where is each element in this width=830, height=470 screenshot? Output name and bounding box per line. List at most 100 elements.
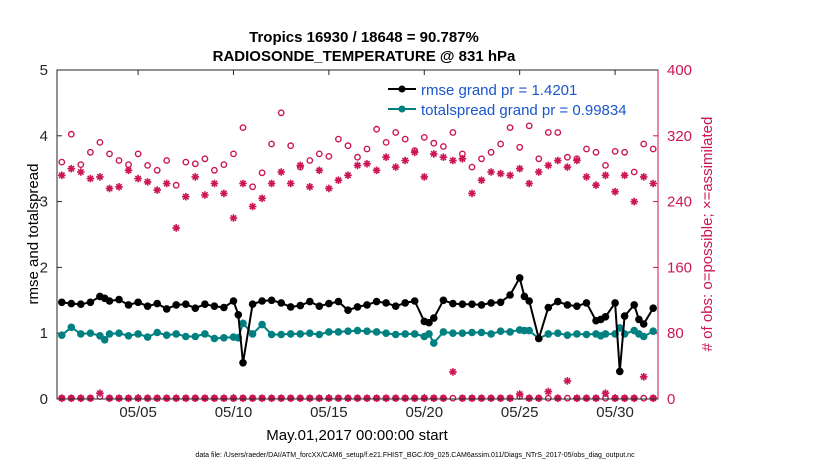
obs-assimilated-low-point bbox=[162, 394, 171, 402]
rmse-point bbox=[554, 297, 562, 306]
rmse-point bbox=[67, 299, 76, 308]
rmse-point bbox=[77, 300, 85, 309]
obs-assimilated-low-point bbox=[353, 394, 362, 402]
obs-assimilated-low-point bbox=[96, 389, 104, 397]
obs-assimilated-point bbox=[77, 168, 85, 176]
rmse-point bbox=[143, 302, 152, 311]
rmse-point bbox=[601, 313, 610, 321]
obs-assimilated-low-point bbox=[573, 394, 581, 402]
rmse-point bbox=[525, 297, 533, 305]
rmse-point bbox=[458, 300, 467, 309]
totalspread-point bbox=[143, 333, 152, 341]
obs-possible-low-point bbox=[544, 394, 552, 402]
obs-assimilated-point bbox=[96, 173, 104, 181]
obs-possible-point bbox=[134, 150, 142, 158]
rmse-point bbox=[620, 312, 629, 320]
totalspread-point bbox=[191, 332, 200, 341]
rmse-point bbox=[535, 334, 543, 343]
obs-possible-point bbox=[182, 158, 190, 166]
obs-possible-point bbox=[306, 157, 314, 164]
rmse-point bbox=[86, 298, 95, 307]
rmse-point bbox=[515, 274, 524, 282]
totalspread-point bbox=[458, 329, 467, 338]
obs-assimilated-low-point bbox=[630, 394, 638, 402]
obs-possible-point bbox=[163, 157, 171, 164]
obs-assimilated-low-point bbox=[620, 394, 629, 402]
obs-possible-point bbox=[630, 168, 638, 176]
series-layer bbox=[58, 109, 657, 402]
totalspread-point bbox=[410, 330, 419, 338]
obs-assimilated-low-point bbox=[124, 394, 133, 402]
obs-assimilated-low-point bbox=[115, 394, 123, 402]
obs-assimilated-point bbox=[449, 156, 457, 165]
obs-assimilated-low-point bbox=[67, 394, 76, 402]
obs-possible-point bbox=[363, 145, 371, 153]
rmse-point bbox=[229, 297, 238, 305]
obs-possible-point bbox=[401, 135, 409, 143]
rmse-point bbox=[220, 303, 228, 312]
obs-possible-point bbox=[277, 109, 285, 117]
obs-assimilated-point bbox=[496, 169, 505, 178]
obs-assimilated-point bbox=[544, 161, 553, 170]
obs-possible-point bbox=[287, 142, 295, 150]
obs-assimilated-point bbox=[525, 179, 533, 188]
legend: rmse grand pr = 1.4201 totalspread grand… bbox=[388, 82, 627, 119]
y-left-tick-label: 2 bbox=[40, 259, 48, 276]
rmse-point bbox=[172, 301, 180, 309]
obs-assimilated-point bbox=[468, 189, 476, 198]
totalspread-point bbox=[172, 330, 180, 338]
rmse-point bbox=[191, 304, 200, 313]
rmse-point bbox=[382, 299, 390, 307]
obs-assimilated-point bbox=[487, 168, 495, 176]
obs-assimilated-point bbox=[191, 173, 200, 181]
obs-assimilated-point bbox=[611, 187, 619, 196]
obs-assimilated-low-point bbox=[611, 394, 619, 402]
totalspread-point bbox=[639, 332, 648, 341]
x-tick-label: 05/10 bbox=[215, 404, 253, 421]
y-left-tick-label: 5 bbox=[40, 62, 48, 79]
obs-assimilated-point bbox=[563, 163, 572, 171]
totalspread-point bbox=[573, 330, 581, 338]
totalspread-point bbox=[439, 328, 448, 336]
x-tick-label: 05/20 bbox=[406, 404, 444, 421]
obs-assimilated-point bbox=[420, 173, 429, 181]
rmse-point bbox=[134, 298, 142, 307]
obs-possible-point bbox=[564, 153, 571, 161]
totalspread-point bbox=[248, 330, 257, 338]
obs-possible-point bbox=[478, 155, 485, 163]
rmse-point bbox=[649, 304, 657, 313]
rmse-point bbox=[182, 300, 190, 309]
totalspread-point bbox=[372, 328, 381, 336]
obs-assimilated-point bbox=[220, 189, 228, 198]
obs-assimilated-low-point bbox=[134, 394, 142, 402]
obs-assimilated-point bbox=[315, 166, 324, 175]
obs-possible-point bbox=[592, 148, 600, 156]
obs-assimilated-low-point bbox=[535, 394, 543, 402]
obs-assimilated-low-point bbox=[563, 377, 572, 385]
obs-assimilated-point bbox=[162, 179, 171, 188]
obs-possible-point bbox=[525, 122, 533, 130]
obs-possible-point bbox=[439, 143, 447, 150]
rmse-point bbox=[487, 299, 495, 307]
totalspread-point bbox=[267, 330, 276, 339]
obs-possible-point bbox=[468, 163, 476, 171]
rmse-point bbox=[115, 295, 123, 304]
rmse-point bbox=[248, 300, 257, 309]
obs-assimilated-low-point bbox=[344, 394, 352, 402]
obs-assimilated-low-point bbox=[182, 394, 190, 402]
totalspread-point bbox=[353, 326, 362, 335]
obs-possible-point bbox=[506, 124, 514, 132]
obs-assimilated-low-point bbox=[58, 394, 66, 402]
obs-possible-low-point bbox=[449, 394, 457, 402]
obs-possible-point bbox=[649, 145, 657, 153]
obs-possible-point bbox=[497, 140, 504, 148]
obs-possible-point bbox=[144, 161, 152, 169]
obs-possible-point bbox=[191, 160, 199, 168]
x-tick-label: 05/25 bbox=[501, 404, 539, 421]
obs-assimilated-point bbox=[258, 194, 266, 203]
rmse-point bbox=[315, 302, 324, 311]
obs-assimilated-low-point bbox=[306, 394, 314, 402]
totalspread-point bbox=[325, 328, 333, 336]
obs-possible-point bbox=[249, 183, 257, 191]
